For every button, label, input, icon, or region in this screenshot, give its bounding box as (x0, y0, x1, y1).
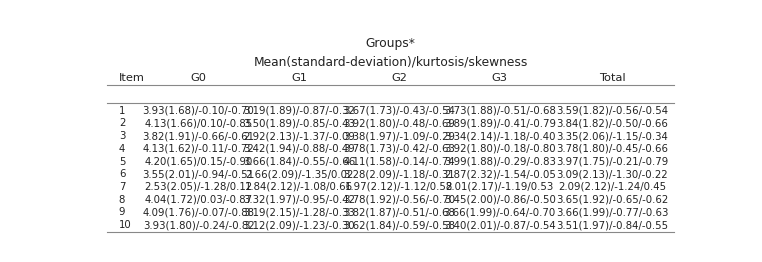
Text: 3.99(1.88)/-0.29/-0.83: 3.99(1.88)/-0.29/-0.83 (443, 156, 555, 167)
Text: 3.78(1.80)/-0.45/-0.66: 3.78(1.80)/-0.45/-0.66 (556, 144, 668, 154)
Text: Item: Item (119, 73, 145, 83)
Text: Total: Total (599, 73, 626, 83)
Text: 8: 8 (119, 195, 125, 205)
Text: 3.59(1.82)/-0.56/-0.54: 3.59(1.82)/-0.56/-0.54 (556, 106, 668, 116)
Text: 3.93(1.68)/-0.10/-0.70: 3.93(1.68)/-0.10/-0.70 (142, 106, 255, 116)
Text: 3.66(1.99)/-0.77/-0.63: 3.66(1.99)/-0.77/-0.63 (555, 207, 668, 217)
Text: 9: 9 (119, 207, 126, 217)
Text: 3.97(1.75)/-0.21/-0.79: 3.97(1.75)/-0.21/-0.79 (555, 156, 668, 167)
Text: 3.82(1.91)/-0.66/-0.61: 3.82(1.91)/-0.66/-0.61 (142, 131, 255, 141)
Text: 6: 6 (119, 169, 126, 179)
Text: 2.53(2.05)/-1.28/0.12: 2.53(2.05)/-1.28/0.12 (145, 182, 253, 192)
Text: 1.97(2.12)/-1.12/0.58: 1.97(2.12)/-1.12/0.58 (345, 182, 453, 192)
Text: 1: 1 (119, 106, 125, 116)
Text: 2.01(2.17)/-1.19/0.53: 2.01(2.17)/-1.19/0.53 (446, 182, 554, 192)
Text: G3: G3 (491, 73, 507, 83)
Text: 3.35(2.06)/-1.15/-0.34: 3.35(2.06)/-1.15/-0.34 (556, 131, 668, 141)
Text: 3.34(2.14)/-1.18/-0.40: 3.34(2.14)/-1.18/-0.40 (444, 131, 555, 141)
Text: 3.09(2.13)/-1.30/-0.22: 3.09(2.13)/-1.30/-0.22 (556, 169, 668, 179)
Text: Groups*: Groups* (366, 37, 415, 51)
Text: 2.66(2.09)/-1.35/0.02: 2.66(2.09)/-1.35/0.02 (245, 169, 353, 179)
Text: 3.66(1.84)/-0.55/-0.66: 3.66(1.84)/-0.55/-0.66 (243, 156, 355, 167)
Text: 3.51(1.97)/-0.84/-0.55: 3.51(1.97)/-0.84/-0.55 (556, 220, 668, 230)
Text: 4.04(1.72)/0.03/-0.87: 4.04(1.72)/0.03/-0.87 (145, 195, 253, 205)
Text: 3.28(2.09)/-1.18/-0.31: 3.28(2.09)/-1.18/-0.31 (344, 169, 455, 179)
Text: 2: 2 (119, 118, 125, 128)
Text: 4.11(1.58)/-0.14/-0.74: 4.11(1.58)/-0.14/-0.74 (344, 156, 455, 167)
Text: 1.84(2.12)/-1.08/0.66: 1.84(2.12)/-1.08/0.66 (245, 182, 353, 192)
Text: 2.87(2.32)/-1.54/-0.05: 2.87(2.32)/-1.54/-0.05 (443, 169, 555, 179)
Text: 3.45(2.00)/-0.86/-0.50: 3.45(2.00)/-0.86/-0.50 (443, 195, 555, 205)
Text: G1: G1 (291, 73, 307, 83)
Text: 7: 7 (119, 182, 126, 192)
Text: 3.67(1.73)/-0.43/-0.54: 3.67(1.73)/-0.43/-0.54 (344, 106, 456, 116)
Text: 4: 4 (119, 144, 125, 154)
Text: 3.38(1.97)/-1.09/-0.29: 3.38(1.97)/-1.09/-0.29 (344, 131, 456, 141)
Text: 4.13(1.62)/-0.11/-0.72: 4.13(1.62)/-0.11/-0.72 (142, 144, 255, 154)
Text: Mean(standard-deviation)/kurtosis/skewness: Mean(standard-deviation)/kurtosis/skewne… (253, 56, 528, 69)
Text: 3.62(1.84)/-0.59/-0.58: 3.62(1.84)/-0.59/-0.58 (344, 220, 456, 230)
Text: 3.89(1.89)/-0.41/-0.79: 3.89(1.89)/-0.41/-0.79 (443, 118, 555, 128)
Text: 4.20(1.65)/0.15/-0.90: 4.20(1.65)/0.15/-0.90 (145, 156, 253, 167)
Text: 4.13(1.66)/0.10/-0.85: 4.13(1.66)/0.10/-0.85 (145, 118, 253, 128)
Text: 5: 5 (119, 156, 126, 167)
Text: 3.92(1.80)/-0.18/-0.80: 3.92(1.80)/-0.18/-0.80 (444, 144, 555, 154)
Text: 3.55(2.01)/-0.94/-0.51: 3.55(2.01)/-0.94/-0.51 (142, 169, 255, 179)
Text: 3.73(1.88)/-0.51/-0.68: 3.73(1.88)/-0.51/-0.68 (443, 106, 555, 116)
Text: 10: 10 (119, 220, 132, 230)
Text: 3.40(2.01)/-0.87/-0.54: 3.40(2.01)/-0.87/-0.54 (444, 220, 555, 230)
Text: 3.19(1.89)/-0.87/-0.32: 3.19(1.89)/-0.87/-0.32 (243, 106, 355, 116)
Text: 3.78(1.73)/-0.42/-0.63: 3.78(1.73)/-0.42/-0.63 (344, 144, 456, 154)
Text: 3.65(1.92)/-0.65/-0.62: 3.65(1.92)/-0.65/-0.62 (555, 195, 668, 205)
Text: 3.78(1.92)/-0.56/-0.70: 3.78(1.92)/-0.56/-0.70 (344, 195, 456, 205)
Text: 2.09(2.12)/-1.24/0.45: 2.09(2.12)/-1.24/0.45 (558, 182, 666, 192)
Text: 3.92(1.80)/-0.48/-0.69: 3.92(1.80)/-0.48/-0.69 (344, 118, 456, 128)
Text: G2: G2 (392, 73, 408, 83)
Text: 3.93(1.80)/-0.24/-0.82: 3.93(1.80)/-0.24/-0.82 (142, 220, 255, 230)
Text: 3.42(1.94)/-0.88/-0.49: 3.42(1.94)/-0.88/-0.49 (243, 144, 355, 154)
Text: 3: 3 (119, 131, 125, 141)
Text: 3.50(1.89)/-0.85/-0.43: 3.50(1.89)/-0.85/-0.43 (243, 118, 355, 128)
Text: 3.32(1.97)/-0.95/-0.42: 3.32(1.97)/-0.95/-0.42 (243, 195, 355, 205)
Text: G0: G0 (190, 73, 207, 83)
Text: 2.92(2.13)/-1.37/-0.09: 2.92(2.13)/-1.37/-0.09 (243, 131, 355, 141)
Text: 3.82(1.87)/-0.51/-0.68: 3.82(1.87)/-0.51/-0.68 (344, 207, 456, 217)
Text: 3.84(1.82)/-0.50/-0.66: 3.84(1.82)/-0.50/-0.66 (556, 118, 668, 128)
Text: 3.12(2.09)/-1.23/-0.30: 3.12(2.09)/-1.23/-0.30 (243, 220, 355, 230)
Text: 3.66(1.99)/-0.64/-0.70: 3.66(1.99)/-0.64/-0.70 (443, 207, 556, 217)
Text: 3.19(2.15)/-1.28/-0.33: 3.19(2.15)/-1.28/-0.33 (243, 207, 355, 217)
Text: 4.09(1.76)/-0.07/-0.88: 4.09(1.76)/-0.07/-0.88 (142, 207, 255, 217)
